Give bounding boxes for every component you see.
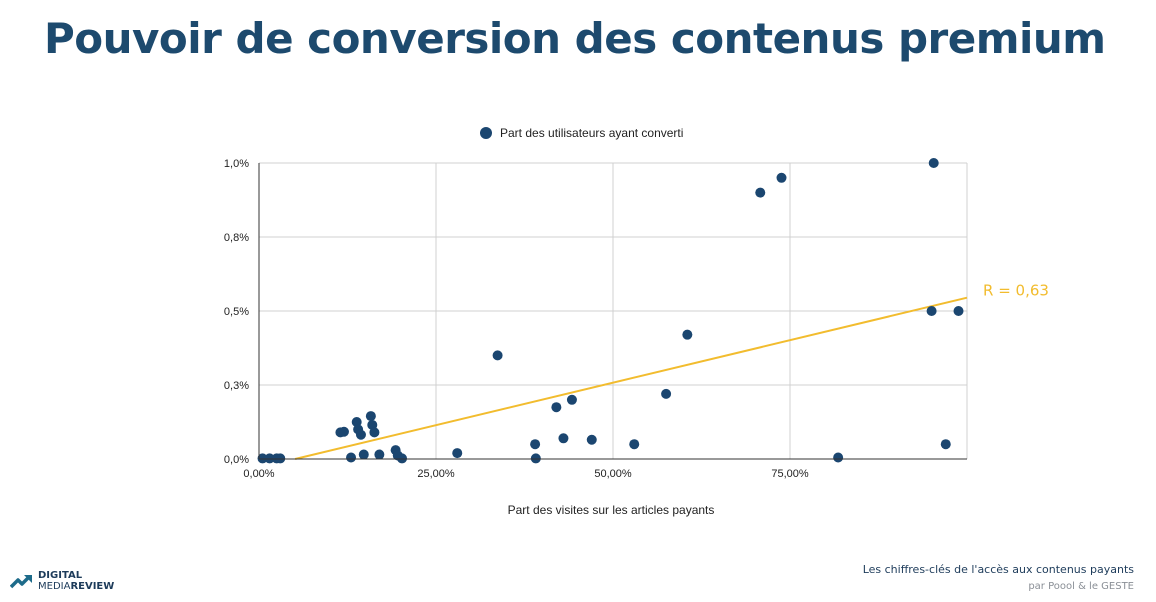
data-point bbox=[566, 394, 577, 405]
x-tick-label: 50,00% bbox=[594, 468, 632, 480]
chart-axes: 0,0% 0,3% 0,5% 0,8% 1,0% 0,00% 25,00% 50,00% 75,… bbox=[224, 158, 967, 517]
data-point bbox=[346, 452, 357, 463]
logo-word-digital: DIGITAL bbox=[38, 570, 83, 581]
slide-title: Pouvoir de conversion des contenus premi… bbox=[44, 14, 1106, 63]
data-point bbox=[661, 388, 672, 399]
data-points bbox=[257, 158, 964, 464]
data-point bbox=[358, 449, 369, 460]
data-point bbox=[926, 306, 937, 316]
footer-title: Les chiffres-clés de l'accès aux contenu… bbox=[862, 563, 1134, 576]
data-point bbox=[530, 439, 541, 450]
y-tick-label: 0,3% bbox=[224, 380, 249, 392]
data-point bbox=[558, 433, 569, 444]
logo-word-review: REVIEW bbox=[70, 581, 115, 592]
chart-grid bbox=[258, 162, 968, 460]
data-point bbox=[351, 417, 362, 427]
data-point bbox=[928, 158, 939, 168]
y-tick-label: 1,0% bbox=[224, 158, 249, 170]
data-point bbox=[397, 453, 408, 464]
data-point bbox=[755, 187, 766, 198]
logo-arrow-icon bbox=[10, 575, 32, 589]
data-point bbox=[275, 453, 286, 464]
x-tick-label: 25,00% bbox=[417, 468, 455, 480]
data-point bbox=[833, 452, 844, 463]
data-point bbox=[530, 453, 541, 464]
data-point bbox=[586, 434, 597, 445]
data-point bbox=[338, 426, 349, 437]
data-point bbox=[365, 411, 376, 422]
data-point bbox=[940, 439, 951, 450]
data-point bbox=[953, 306, 964, 316]
data-point bbox=[629, 439, 640, 450]
data-point bbox=[551, 402, 562, 413]
legend-marker bbox=[480, 127, 492, 139]
data-point bbox=[452, 448, 463, 459]
x-axis-title: Part des visites sur les articles payant… bbox=[508, 503, 715, 517]
y-tick-label: 0,5% bbox=[224, 306, 249, 318]
data-point bbox=[492, 350, 503, 361]
footer-subtitle: par Poool & le GESTE bbox=[1028, 581, 1134, 592]
trendline-layer: R = 0,63 bbox=[294, 282, 1049, 460]
data-point bbox=[776, 172, 787, 183]
legend-label: Part des utilisateurs ayant converti bbox=[500, 126, 683, 140]
y-tick-label: 0,0% bbox=[224, 454, 249, 466]
data-point bbox=[682, 329, 693, 340]
trendline bbox=[294, 296, 968, 460]
x-tick-label: 75,00% bbox=[771, 468, 809, 480]
data-point bbox=[374, 449, 385, 460]
trendline-r-label: R = 0,63 bbox=[983, 282, 1049, 300]
y-tick-label: 0,8% bbox=[224, 232, 249, 244]
data-point bbox=[355, 429, 366, 440]
chart-legend: Part des utilisateurs ayant converti bbox=[480, 126, 683, 140]
logo-word-media: MEDIA bbox=[38, 581, 71, 592]
data-point bbox=[257, 453, 268, 464]
scatter-chart: R = 0,63 0,0% 0,3% 0,5% 0,8% 1,0% 0,00% 25,00%… bbox=[224, 126, 1049, 517]
x-tick-label: 0,00% bbox=[243, 468, 274, 480]
data-point bbox=[264, 453, 275, 464]
data-point bbox=[369, 427, 380, 438]
